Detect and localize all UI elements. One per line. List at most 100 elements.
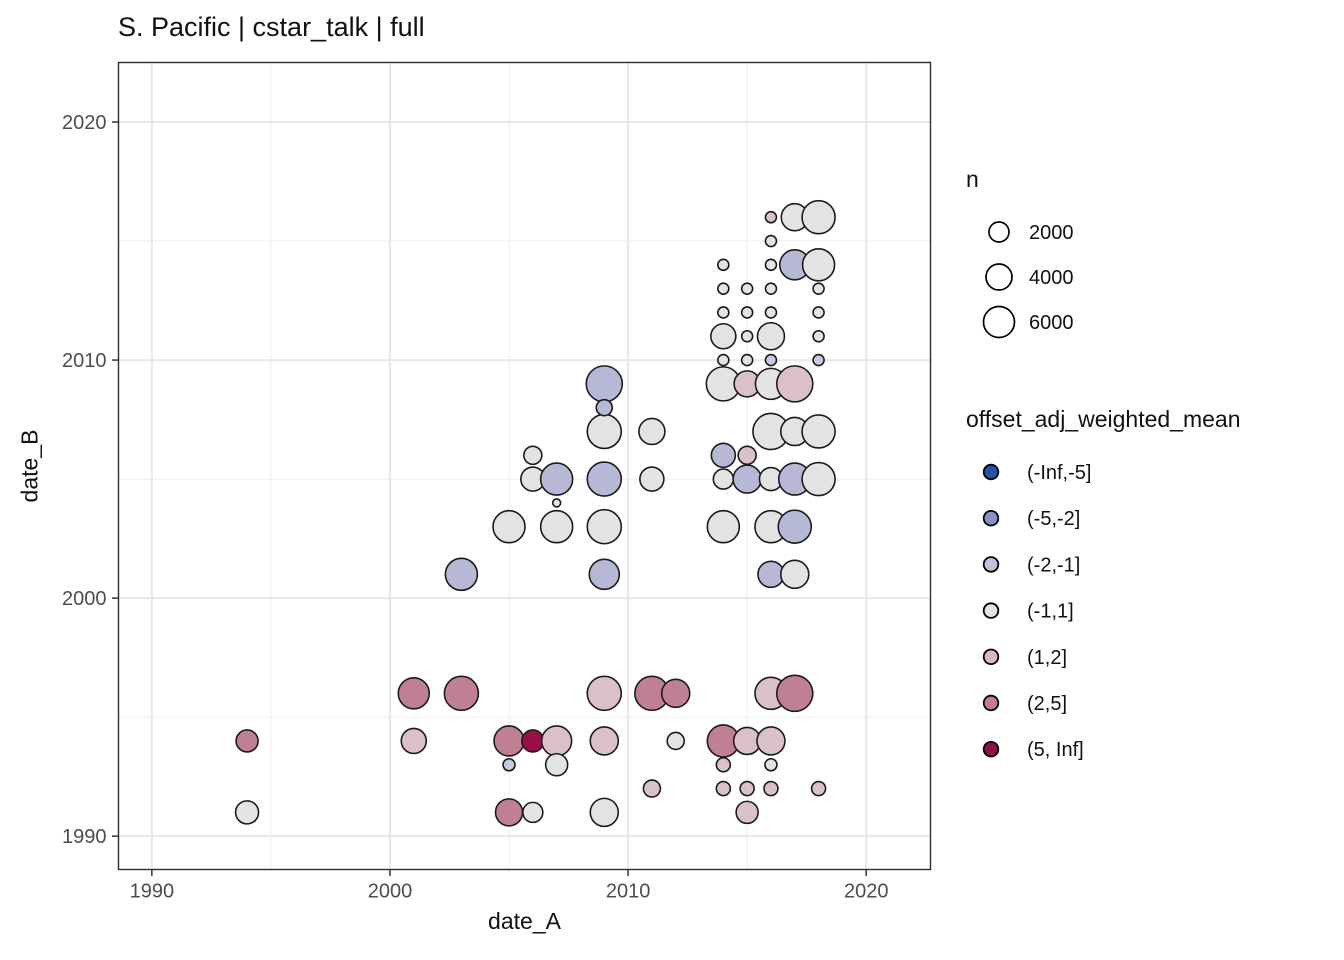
data-point [443,675,480,712]
data-point [397,677,431,710]
size-legend-circle [985,263,1013,291]
data-point [717,282,730,295]
data-point [735,800,759,825]
data-point [586,413,623,450]
data-point [737,445,757,466]
data-point [522,801,544,824]
data-point [586,461,623,497]
data-point [712,468,735,490]
data-point [642,779,662,798]
data-point [764,757,778,772]
size-legend-label: 2000 [1029,222,1074,244]
data-point [756,726,786,756]
data-point [764,282,778,295]
data-point [812,306,825,319]
size-legend-label: 6000 [1029,312,1074,334]
data-point [812,329,825,343]
data-point [717,306,730,319]
data-point [523,445,543,466]
color-legend-swatch [982,741,1000,758]
color-legend-swatch [982,602,1000,619]
data-point [801,199,836,235]
size-legend: 2000 4000 6000 [982,221,1074,339]
data-point [706,509,741,544]
color-legend-swatch [982,556,1000,573]
y-tick-label: 2000 [62,588,107,610]
data-point [764,210,778,224]
color-legend-label: (2,5] [1027,693,1067,715]
data-point [812,282,825,295]
color-legend-label: (1,2] [1027,647,1067,669]
data-point [764,234,778,248]
data-point [521,729,545,753]
data-point [739,780,755,797]
color-legend-label: (-1,1] [1027,601,1074,623]
data-point [810,780,827,797]
x-tick-label: 1990 [130,881,175,903]
x-tick-label: 2010 [606,881,651,903]
data-point [588,558,621,591]
data-point [775,365,814,403]
y-axis-title: date_B [16,429,43,503]
data-point [494,798,524,827]
data-point [710,442,737,469]
data-point [801,461,836,497]
color-legend-swatch [982,463,1000,481]
data-point [740,306,754,319]
data-point [234,800,260,825]
data-point [585,365,624,403]
data-point [502,757,516,772]
data-point [717,353,730,367]
data-point [638,417,666,446]
data-point [715,780,732,797]
data-point [715,756,732,773]
data-points [234,199,836,828]
x-tick-label: 2020 [844,881,889,903]
x-axis-title: date_A [488,908,561,934]
color-legend-swatch [982,694,1000,712]
major-gridlines [118,62,931,870]
color-legend-title: offset_adj_weighted_mean [966,406,1241,432]
data-point [551,498,562,508]
data-point [740,353,754,367]
data-point [779,559,810,590]
axis-ticks [112,121,867,876]
data-point [639,466,665,492]
data-point [540,725,573,757]
y-tick-label: 1990 [62,826,107,848]
data-point [660,678,691,709]
chart-title: S. Pacific | cstar_talk | full [118,12,425,42]
data-point [400,727,428,755]
size-legend-circle [982,305,1016,339]
y-tick-label: 2010 [62,350,107,372]
size-legend-title: n [966,166,979,192]
data-point [544,752,569,777]
data-point [740,329,754,343]
data-point [764,353,778,367]
data-point [764,306,778,319]
data-point [589,726,620,756]
data-point [764,258,778,272]
color-legend-label: (-2,-1] [1027,554,1080,576]
size-legend-circle [988,221,1010,243]
data-point [775,674,814,713]
data-point [717,258,730,272]
data-point [801,414,836,449]
data-point [710,322,737,350]
color-legend: (-Inf,-5] (-5,-2] (-2,-1] (-1,1] (1,2] (2,5] (… [982,462,1091,761]
data-point [493,725,525,757]
y-tick-label: 2020 [62,112,107,134]
data-point [589,797,620,828]
color-legend-swatch [982,510,1000,527]
data-point [492,509,526,544]
color-legend-swatch [982,648,1000,666]
color-legend-label: (-5,-2] [1027,508,1080,530]
data-point [595,398,614,417]
data-point [444,557,479,592]
data-point [777,509,813,545]
data-point [666,731,686,751]
data-point [763,780,779,797]
color-legend-label: (-Inf,-5] [1027,462,1091,484]
data-point [756,321,786,351]
